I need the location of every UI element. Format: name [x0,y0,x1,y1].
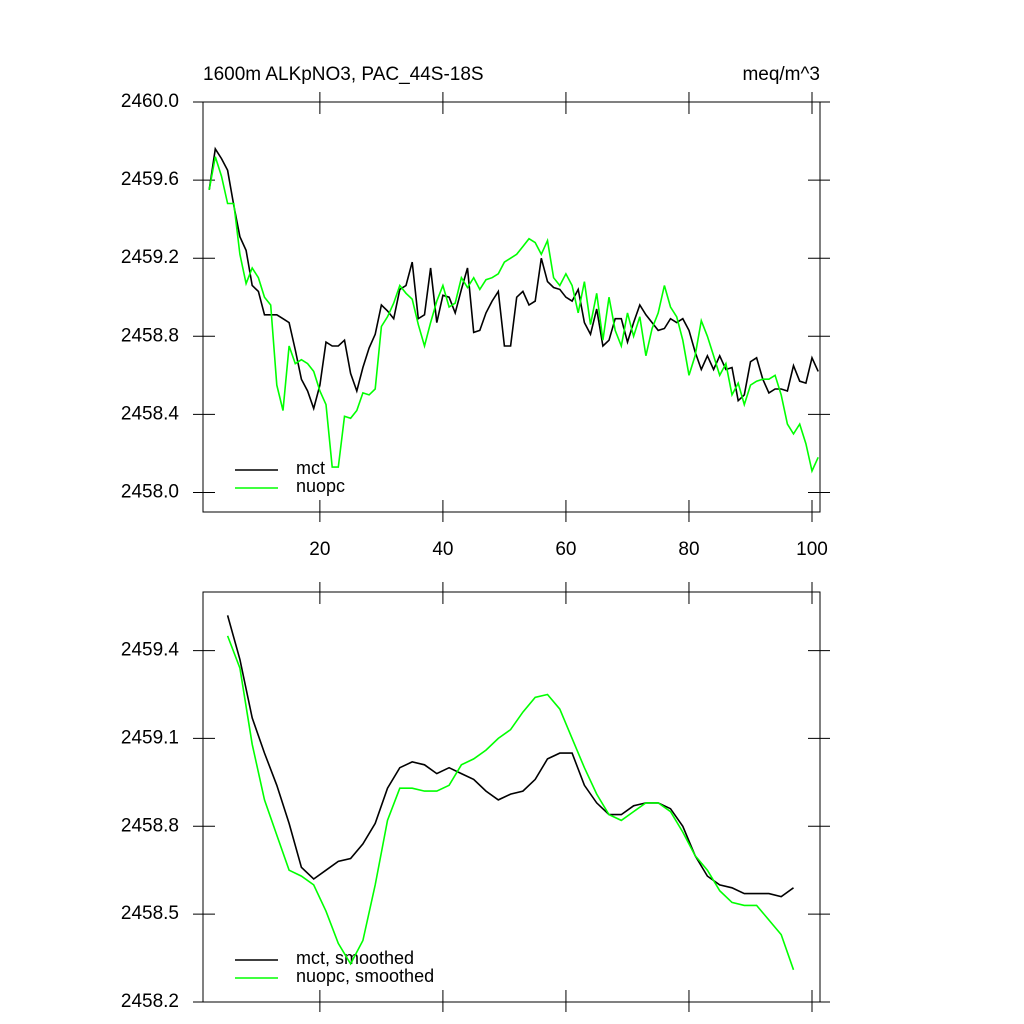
data-line [226,615,794,898]
y-tick-label: 2459.2 [121,247,179,268]
legend-label: nuopc, smoothed [296,966,434,986]
y-tick-label: 2459.6 [121,169,179,190]
y-tick-label: 2458.4 [121,403,180,424]
legend-label: mct [296,458,325,478]
y-tick-label: 2459.4 [121,640,180,661]
units-label: meq/m^3 [742,64,820,85]
x-tick-label: 20 [309,539,330,560]
y-tick-label: 2458.5 [121,903,179,924]
x-tick-label: 80 [678,539,699,560]
y-tick-label: 2458.8 [121,815,179,836]
plot-frame [202,101,821,513]
data-line [208,146,819,412]
x-tick-label: 100 [796,539,828,560]
chart-title: 1600m ALKpNO3, PAC_44S-18S [203,64,484,85]
y-tick-label: 2458.0 [121,481,179,502]
y-tick-label: 2459.1 [121,727,179,748]
legend-label: mct, smoothed [296,948,414,968]
plot-frame [202,591,821,1003]
data-line [226,635,795,971]
data-line [208,156,819,474]
y-tick-label: 2460.0 [121,91,179,112]
x-tick-label: 60 [555,539,576,560]
y-tick-label: 2458.8 [121,325,179,346]
x-tick-label: 40 [432,539,453,560]
legend-label: nuopc [296,476,345,496]
y-tick-label: 2458.2 [121,991,179,1012]
